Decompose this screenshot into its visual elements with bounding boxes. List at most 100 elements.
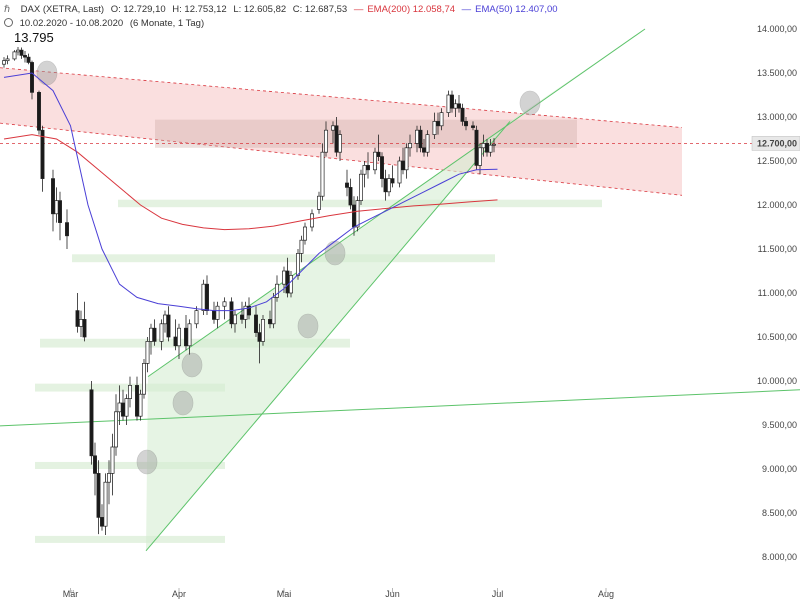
candle-64 — [303, 226, 307, 241]
candle-17 — [89, 389, 94, 457]
symbol-icon: ℏ — [4, 4, 11, 15]
candle-2 — [12, 51, 17, 60]
candle-62 — [296, 253, 300, 276]
y-tick-label: 9.000,00 — [762, 464, 797, 474]
y-tick-label: 12.500,00 — [757, 156, 797, 166]
candle-20 — [100, 517, 104, 527]
candle-57 — [271, 297, 276, 325]
highlight-circle-1 — [136, 449, 158, 475]
y-tick-label: 14.000,00 — [757, 24, 797, 34]
x-tick-label: Apr — [172, 589, 186, 599]
candle-22 — [107, 473, 111, 483]
candle-50 — [240, 314, 244, 320]
candle-68 — [324, 129, 328, 153]
candle-81 — [380, 156, 384, 179]
support-zone-5 — [35, 535, 225, 543]
support-zone-1 — [72, 254, 495, 263]
candle-92 — [425, 134, 430, 153]
clock-icon — [4, 18, 13, 27]
candle-1 — [5, 58, 10, 62]
price-label-text: 12.700,00 — [757, 138, 797, 148]
candle-101 — [464, 121, 468, 127]
candle-34 — [152, 327, 157, 342]
ema50-legend-marker: — — [461, 4, 472, 15]
candle-86 — [401, 160, 405, 171]
highlight-circle-5 — [297, 313, 319, 339]
y-tick-label: 10.000,00 — [757, 376, 797, 386]
candle-41 — [187, 323, 192, 347]
x-tick-label: Jul — [492, 589, 504, 599]
candle-53 — [254, 314, 258, 333]
candle-67 — [320, 151, 325, 197]
candle-32 — [145, 341, 150, 364]
candle-82 — [383, 178, 388, 193]
candle-16 — [82, 319, 87, 338]
candle-66 — [317, 195, 321, 210]
highlight-circle-6 — [519, 90, 541, 116]
candle-91 — [422, 147, 426, 153]
candle-18 — [93, 455, 97, 474]
candle-103 — [474, 129, 479, 166]
candle-42 — [194, 310, 199, 325]
y-tick-label: 11.000,00 — [758, 288, 797, 298]
candle-88 — [408, 143, 412, 149]
candle-9 — [40, 129, 45, 179]
candle-107 — [488, 144, 493, 153]
y-tick-label: 12.000,00 — [757, 200, 797, 210]
candle-44 — [205, 283, 209, 311]
candle-4 — [19, 49, 24, 56]
candle-6 — [26, 56, 31, 63]
candle-55 — [261, 319, 265, 342]
x-tick-label: Jun — [385, 589, 400, 599]
candle-37 — [166, 314, 171, 338]
candle-78 — [366, 165, 370, 171]
support-zone-4 — [35, 461, 225, 469]
candle-28 — [128, 385, 132, 399]
y-tick-label: 8.000,00 — [762, 552, 797, 562]
candle-84 — [390, 178, 395, 184]
support-zone-0 — [118, 199, 602, 208]
y-tick-label: 10.500,00 — [757, 332, 797, 342]
candle-7 — [30, 62, 34, 93]
period-label: (6 Monate, 1 Tag) — [129, 18, 205, 29]
ohlc-open: O: 12.729,10 — [110, 4, 166, 15]
candle-100 — [460, 107, 465, 122]
candle-98 — [453, 103, 458, 109]
ohlc-close: C: 12.687,53 — [292, 4, 348, 15]
ema200-legend-marker: — — [353, 4, 364, 15]
candle-40 — [184, 327, 188, 347]
candle-14 — [75, 310, 80, 327]
candle-104 — [478, 147, 482, 166]
indicator-lines — [3, 72, 498, 312]
candle-15 — [79, 319, 83, 327]
candle-19 — [96, 473, 101, 518]
highlight-circle-2 — [172, 390, 194, 416]
axes: 14.000,00 13.500,00 13.000,00 12.500,00 12.0… — [63, 24, 800, 599]
candle-90 — [418, 129, 423, 149]
ohlc-low: L: 12.605,82 — [233, 4, 287, 15]
candle-60 — [285, 270, 290, 294]
highlight-circle-3 — [181, 352, 203, 378]
candle-58 — [275, 283, 279, 298]
candle-12 — [58, 200, 62, 223]
candle-24 — [114, 411, 118, 448]
candle-48 — [229, 301, 234, 325]
chart-overlays — [0, 28, 800, 552]
candle-77 — [362, 165, 367, 175]
chart-range-line: 10.02.2020 - 10.08.2020 (6 Monate, 1 Tag… — [4, 18, 208, 29]
candle-76 — [359, 173, 363, 201]
date-range: 10.02.2020 - 10.08.2020 — [19, 18, 124, 29]
price-label-box — [751, 136, 800, 151]
candle-8 — [37, 92, 41, 131]
candle-38 — [173, 336, 178, 347]
candle-30 — [138, 393, 143, 417]
candle-31 — [142, 363, 146, 395]
candle-74 — [352, 204, 356, 228]
candle-56 — [268, 319, 272, 325]
candle-69 — [331, 125, 335, 131]
candlestick-series — [2, 47, 496, 535]
ema200-legend: EMA(200) 12.058,74 — [367, 4, 456, 15]
x-tick-label: Aug — [598, 589, 614, 599]
y-tick-label: 8.500,00 — [762, 508, 797, 518]
